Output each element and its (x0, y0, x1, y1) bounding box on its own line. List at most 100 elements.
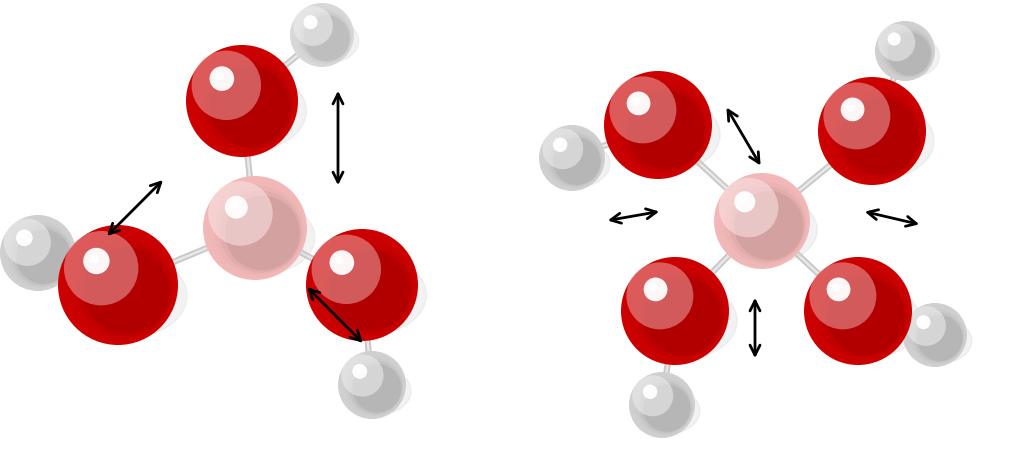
Circle shape (71, 236, 174, 340)
Circle shape (352, 364, 401, 413)
Ellipse shape (721, 196, 817, 263)
Ellipse shape (634, 388, 700, 434)
Circle shape (891, 35, 895, 40)
Circle shape (729, 186, 805, 263)
Circle shape (643, 385, 690, 432)
Circle shape (888, 32, 901, 45)
Circle shape (214, 186, 303, 275)
Circle shape (4, 219, 51, 266)
Circle shape (823, 82, 890, 149)
Circle shape (210, 66, 234, 91)
Circle shape (83, 248, 110, 274)
Circle shape (12, 226, 72, 286)
Circle shape (906, 306, 946, 346)
Circle shape (644, 277, 722, 355)
Ellipse shape (211, 201, 314, 274)
Circle shape (714, 173, 810, 269)
Circle shape (920, 318, 925, 324)
Ellipse shape (544, 141, 610, 187)
Circle shape (311, 235, 381, 304)
Circle shape (19, 233, 26, 239)
Circle shape (204, 61, 292, 149)
Circle shape (878, 24, 915, 61)
Circle shape (841, 97, 864, 121)
Circle shape (210, 66, 291, 147)
Circle shape (836, 92, 921, 177)
Circle shape (916, 315, 963, 361)
Ellipse shape (6, 233, 82, 287)
Circle shape (290, 3, 354, 67)
Circle shape (556, 141, 561, 146)
Circle shape (77, 242, 172, 337)
Circle shape (330, 250, 411, 331)
Circle shape (345, 358, 403, 416)
Ellipse shape (880, 35, 939, 78)
Circle shape (804, 257, 912, 365)
Circle shape (627, 91, 705, 169)
Circle shape (638, 272, 724, 358)
Circle shape (621, 257, 729, 365)
Ellipse shape (295, 18, 358, 63)
Circle shape (58, 225, 178, 345)
Circle shape (8, 222, 74, 288)
Circle shape (0, 215, 76, 291)
Circle shape (888, 32, 931, 76)
Circle shape (225, 195, 300, 271)
Circle shape (198, 55, 294, 152)
Circle shape (306, 18, 311, 24)
Circle shape (885, 29, 932, 77)
Circle shape (219, 191, 302, 273)
Circle shape (352, 364, 368, 379)
Ellipse shape (612, 97, 720, 173)
Circle shape (627, 91, 650, 115)
Circle shape (215, 72, 224, 81)
Circle shape (341, 354, 384, 396)
Circle shape (609, 77, 677, 143)
Circle shape (916, 315, 931, 329)
Circle shape (913, 312, 964, 363)
Circle shape (317, 239, 414, 336)
Circle shape (739, 196, 746, 204)
Circle shape (719, 178, 778, 237)
Circle shape (553, 138, 600, 185)
Circle shape (633, 267, 725, 360)
Circle shape (833, 283, 841, 291)
Circle shape (632, 375, 673, 416)
Circle shape (724, 182, 807, 264)
Circle shape (546, 131, 603, 188)
Ellipse shape (67, 254, 187, 338)
Circle shape (874, 21, 935, 81)
Circle shape (306, 229, 418, 341)
Circle shape (629, 372, 695, 438)
Circle shape (225, 196, 248, 219)
Circle shape (89, 254, 98, 263)
Circle shape (293, 6, 333, 46)
Circle shape (303, 15, 317, 29)
Circle shape (903, 303, 967, 367)
Circle shape (818, 77, 926, 185)
Circle shape (846, 103, 855, 112)
Circle shape (208, 181, 272, 245)
Circle shape (330, 250, 354, 275)
Circle shape (826, 278, 851, 301)
Circle shape (646, 388, 651, 393)
Ellipse shape (314, 256, 426, 334)
Circle shape (829, 87, 923, 180)
Circle shape (297, 9, 352, 64)
Circle shape (809, 263, 877, 329)
Circle shape (300, 12, 351, 62)
Circle shape (649, 283, 657, 291)
Ellipse shape (343, 368, 411, 415)
Ellipse shape (195, 72, 306, 150)
Circle shape (355, 368, 361, 373)
Circle shape (349, 360, 402, 414)
Circle shape (324, 245, 413, 333)
Circle shape (644, 278, 668, 301)
Circle shape (640, 381, 691, 433)
Circle shape (335, 256, 344, 265)
Circle shape (734, 191, 804, 260)
Circle shape (191, 51, 261, 120)
Circle shape (643, 385, 657, 399)
Circle shape (539, 125, 605, 191)
Circle shape (203, 176, 307, 280)
